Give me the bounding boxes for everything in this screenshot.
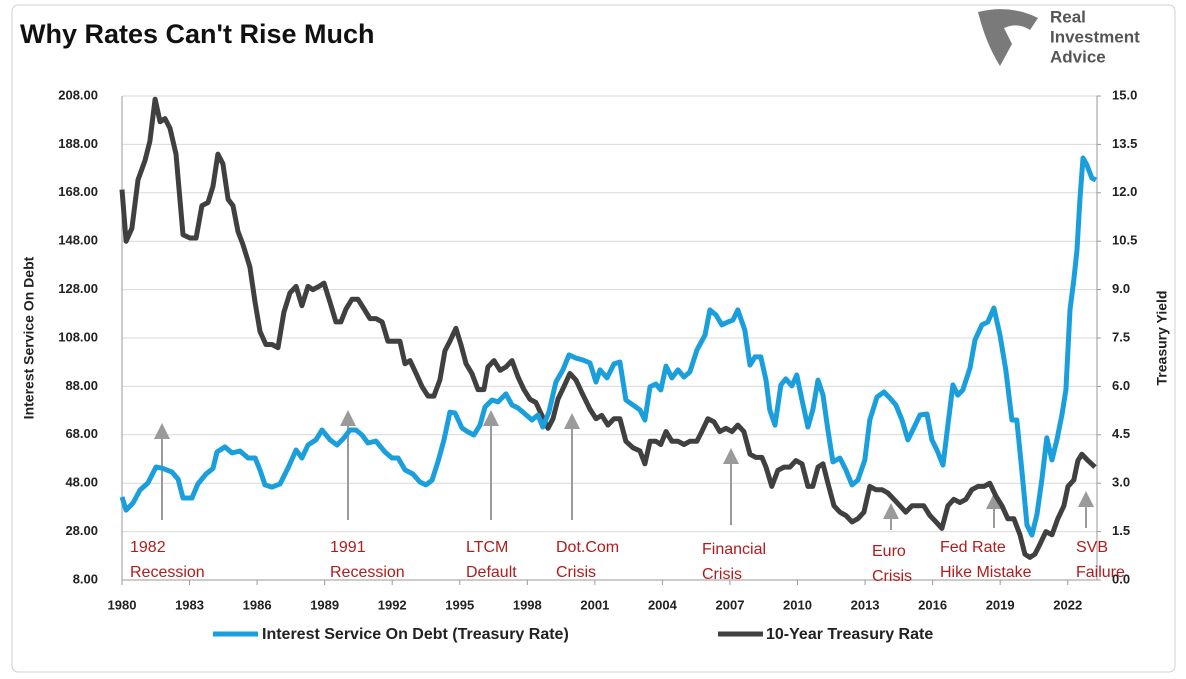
x-tick-label: 2016: [918, 597, 947, 612]
annotation: Crisis: [702, 566, 742, 583]
x-tick-label: 1998: [513, 597, 542, 612]
y2-tick-label: 13.5: [1112, 136, 1137, 151]
y2-tick-label: 4.5: [1112, 426, 1130, 441]
annotation: Recession: [330, 564, 405, 581]
annotation: Hike Mistake: [940, 564, 1032, 581]
annotation: Recession: [130, 564, 205, 581]
y-tick-label: 28.00: [65, 523, 98, 538]
annotation: Crisis: [556, 564, 596, 581]
chart-title: Why Rates Can't Rise Much: [20, 19, 374, 49]
y-tick-label: 208.00: [58, 87, 98, 102]
logo-text: Real: [1050, 7, 1086, 26]
y-tick-label: 148.00: [58, 233, 98, 248]
y2-tick-label: 9.0: [1112, 281, 1130, 296]
y-tick-label: 8.00: [73, 571, 98, 586]
x-tick-label: 2010: [783, 597, 812, 612]
x-tick-label: 2022: [1053, 597, 1082, 612]
logo: Real Investment Advice: [978, 7, 1140, 66]
y2-tick-label: 1.5: [1112, 523, 1130, 538]
y-tick-label: 88.00: [65, 378, 98, 393]
annotation: Dot.Com: [556, 539, 619, 556]
annotation: Euro: [872, 543, 906, 560]
x-tick-label: 2004: [648, 597, 678, 612]
logo-mark: [978, 9, 1038, 67]
y2-axis-label: Treasury Yield: [1154, 291, 1170, 386]
y2-tick-label: 3.0: [1112, 475, 1130, 490]
x-tick-label: 1983: [175, 597, 204, 612]
x-tick-label: 2001: [580, 597, 609, 612]
annotation: 1991: [330, 539, 366, 556]
y-tick-label: 168.00: [58, 184, 98, 199]
legend-label: 10-Year Treasury Rate: [766, 626, 933, 643]
annotation: 1982: [130, 539, 166, 556]
x-tick-label: 1989: [310, 597, 339, 612]
annotation: Default: [466, 564, 517, 581]
x-tick-label: 1992: [378, 597, 407, 612]
x-tick-label: 1980: [108, 597, 137, 612]
legend-label: Interest Service On Debt (Treasury Rate): [262, 626, 569, 643]
annotation: Financial: [702, 541, 766, 558]
x-tick-label: 2013: [851, 597, 880, 612]
annotation: Failure: [1076, 564, 1125, 581]
y-axis-label: Interest Service On Debt: [21, 256, 37, 419]
y-tick-label: 128.00: [58, 281, 98, 296]
y-tick-label: 108.00: [58, 329, 98, 344]
x-tick-label: 1986: [243, 597, 272, 612]
series-line: [119, 155, 1097, 538]
series-line: [119, 96, 1097, 560]
annotation: Fed Rate: [940, 539, 1006, 556]
x-tick-label: 2007: [716, 597, 745, 612]
logo-text: Investment: [1050, 27, 1140, 46]
y-tick-label: 48.00: [65, 475, 98, 490]
y2-tick-label: 10.5: [1112, 233, 1137, 248]
y2-tick-label: 15.0: [1112, 87, 1137, 102]
y2-tick-label: 7.5: [1112, 329, 1130, 344]
x-tick-label: 1995: [445, 597, 474, 612]
x-tick-label: 2019: [986, 597, 1015, 612]
y2-tick-label: 0.0: [1112, 571, 1130, 586]
y2-tick-label: 6.0: [1112, 378, 1130, 393]
y2-tick-label: 12.0: [1112, 184, 1137, 199]
annotation: SVB: [1076, 539, 1108, 556]
logo-text: Advice: [1050, 47, 1106, 66]
annotation: LTCM: [466, 539, 508, 556]
y-tick-label: 188.00: [58, 136, 98, 151]
annotation: Crisis: [872, 568, 912, 585]
y-tick-label: 68.00: [65, 426, 98, 441]
